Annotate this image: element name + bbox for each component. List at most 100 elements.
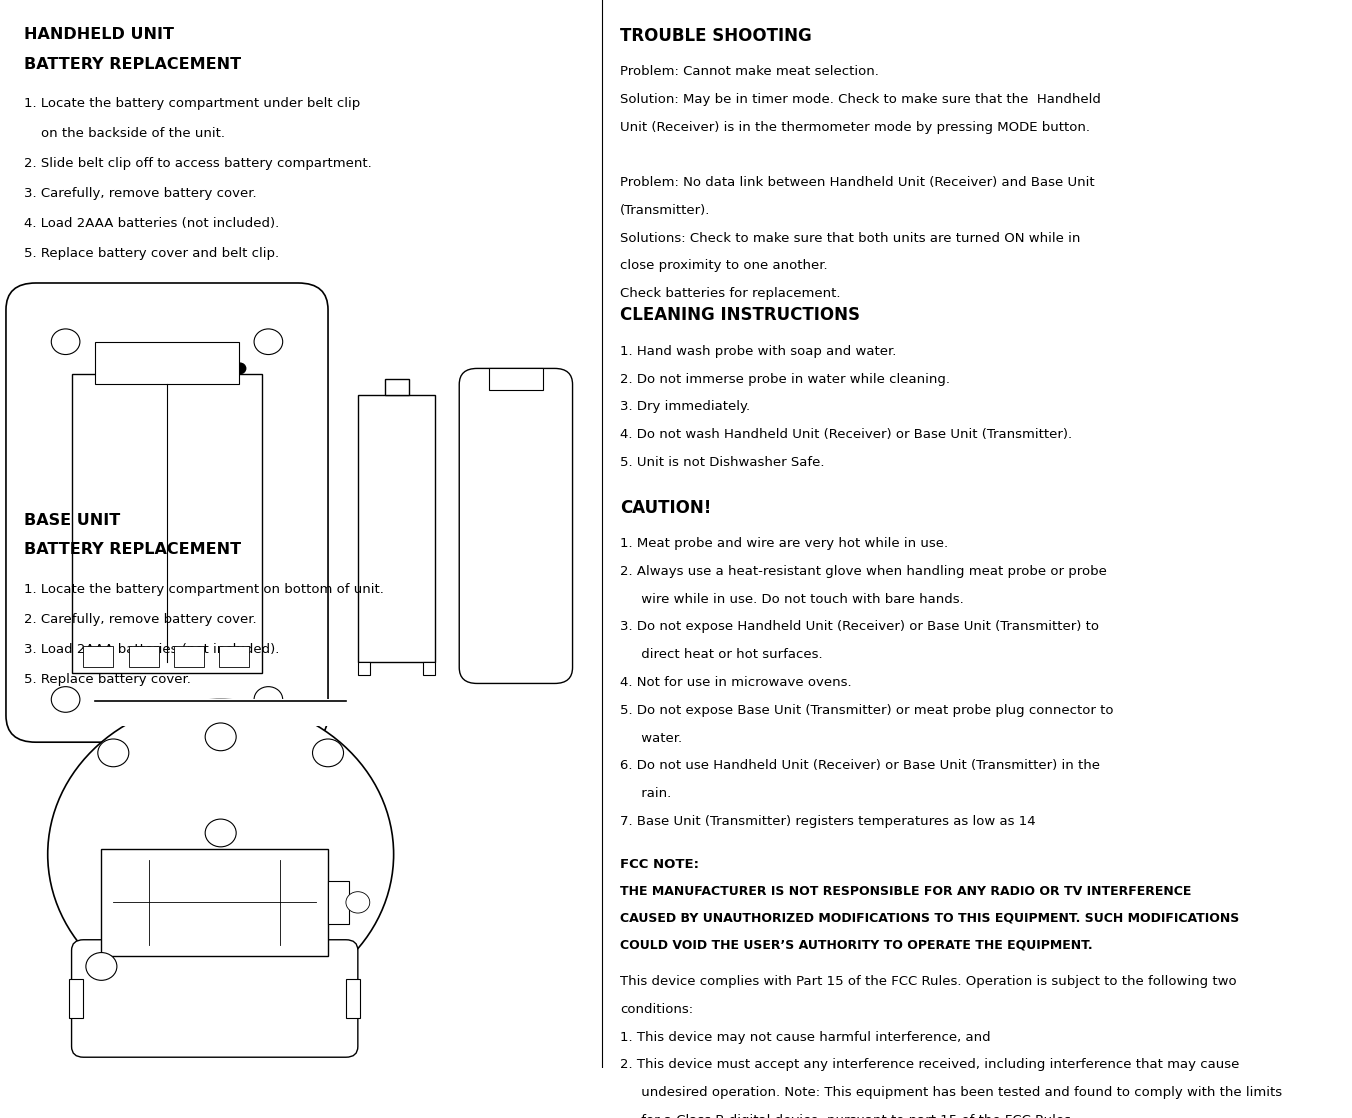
FancyBboxPatch shape xyxy=(8,375,42,409)
Bar xyxy=(128,646,158,667)
Circle shape xyxy=(51,686,80,712)
Bar xyxy=(174,646,204,667)
FancyBboxPatch shape xyxy=(8,529,42,562)
Bar xyxy=(72,373,262,673)
Circle shape xyxy=(254,329,283,354)
Text: wire while in use. Do not touch with bare hands.: wire while in use. Do not touch with bar… xyxy=(621,593,964,606)
Text: Problem: Cannot make meat selection.: Problem: Cannot make meat selection. xyxy=(621,65,879,78)
Text: 1. Locate the battery compartment under belt clip: 1. Locate the battery compartment under … xyxy=(24,97,360,111)
Text: Unit (Receiver) is in the thermometer mode by pressing MODE button.: Unit (Receiver) is in the thermometer mo… xyxy=(621,121,1090,134)
Circle shape xyxy=(254,686,283,712)
Text: HANDHELD UNIT: HANDHELD UNIT xyxy=(24,27,174,41)
Text: 2. This device must accept any interference received, including interference tha: 2. This device must accept any interfere… xyxy=(621,1059,1240,1071)
Text: COULD VOID THE USER’S AUTHORITY TO OPERATE THE EQUIPMENT.: COULD VOID THE USER’S AUTHORITY TO OPERA… xyxy=(621,938,1092,951)
Circle shape xyxy=(47,700,393,1010)
FancyBboxPatch shape xyxy=(292,337,326,370)
Bar xyxy=(346,979,360,1017)
Bar xyxy=(96,700,346,727)
Text: water.: water. xyxy=(621,731,683,745)
Text: TROUBLE SHOOTING: TROUBLE SHOOTING xyxy=(621,27,813,45)
FancyBboxPatch shape xyxy=(8,567,42,601)
FancyBboxPatch shape xyxy=(8,452,42,486)
FancyBboxPatch shape xyxy=(5,283,329,742)
Text: 5. Replace battery cover.: 5. Replace battery cover. xyxy=(24,673,191,685)
Text: 5. Unit is not Dishwasher Safe.: 5. Unit is not Dishwasher Safe. xyxy=(621,456,825,468)
Bar xyxy=(489,369,544,390)
Text: rain.: rain. xyxy=(621,787,672,800)
Circle shape xyxy=(97,739,128,767)
Text: CAUTION!: CAUTION! xyxy=(621,499,711,517)
FancyBboxPatch shape xyxy=(292,529,326,562)
FancyBboxPatch shape xyxy=(292,567,326,601)
Text: 1. This device may not cause harmful interference, and: 1. This device may not cause harmful int… xyxy=(621,1031,991,1043)
Text: close proximity to one another.: close proximity to one another. xyxy=(621,259,827,273)
Circle shape xyxy=(312,739,343,767)
Text: 1. Locate the battery compartment on bottom of unit.: 1. Locate the battery compartment on bot… xyxy=(24,584,384,596)
FancyBboxPatch shape xyxy=(292,375,326,409)
Circle shape xyxy=(191,363,203,373)
Bar xyxy=(84,646,114,667)
FancyBboxPatch shape xyxy=(292,452,326,486)
Text: Problem: No data link between Handheld Unit (Receiver) and Base Unit: Problem: No data link between Handheld U… xyxy=(621,177,1095,189)
Text: (Transmitter).: (Transmitter). xyxy=(621,203,711,217)
Text: 2. Do not immerse probe in water while cleaning.: 2. Do not immerse probe in water while c… xyxy=(621,372,950,386)
Text: undesired operation. Note: This equipment has been tested and found to comply wi: undesired operation. Note: This equipmen… xyxy=(621,1087,1283,1099)
Text: 4. Not for use in microwave ovens.: 4. Not for use in microwave ovens. xyxy=(621,676,852,689)
Bar xyxy=(385,379,408,395)
Text: Solutions: Check to make sure that both units are turned ON while in: Solutions: Check to make sure that both … xyxy=(621,231,1080,245)
FancyBboxPatch shape xyxy=(292,606,326,639)
Bar xyxy=(69,979,84,1017)
Text: CAUSED BY UNAUTHORIZED MODIFICATIONS TO THIS EQUIPMENT. SUCH MODIFICATIONS: CAUSED BY UNAUTHORIZED MODIFICATIONS TO … xyxy=(621,911,1240,925)
Circle shape xyxy=(51,329,80,354)
Text: Solution: May be in timer mode. Check to make sure that the  Handheld: Solution: May be in timer mode. Check to… xyxy=(621,93,1101,106)
FancyBboxPatch shape xyxy=(460,369,572,683)
Text: direct heat or hot surfaces.: direct heat or hot surfaces. xyxy=(621,648,823,661)
FancyBboxPatch shape xyxy=(8,414,42,447)
Text: 2. Carefully, remove battery cover.: 2. Carefully, remove battery cover. xyxy=(24,613,257,626)
Bar xyxy=(219,646,249,667)
Text: This device complies with Part 15 of the FCC Rules. Operation is subject to the : This device complies with Part 15 of the… xyxy=(621,975,1237,988)
Circle shape xyxy=(234,363,246,373)
Circle shape xyxy=(212,363,224,373)
Bar xyxy=(358,662,370,675)
Text: BASE UNIT: BASE UNIT xyxy=(24,512,120,528)
Text: THE MANUFACTURER IS NOT RESPONSIBLE FOR ANY RADIO OR TV INTERFERENCE: THE MANUFACTURER IS NOT RESPONSIBLE FOR … xyxy=(621,885,1191,898)
Text: conditions:: conditions: xyxy=(621,1003,694,1016)
Circle shape xyxy=(87,953,116,980)
Text: 2. Always use a heat-resistant glove when handling meat probe or probe: 2. Always use a heat-resistant glove whe… xyxy=(621,565,1107,578)
Text: 3. Carefully, remove battery cover.: 3. Carefully, remove battery cover. xyxy=(24,187,257,200)
Bar xyxy=(101,849,329,956)
Text: Check batteries for replacement.: Check batteries for replacement. xyxy=(621,287,841,301)
Circle shape xyxy=(346,892,370,913)
FancyBboxPatch shape xyxy=(8,490,42,524)
Text: CLEANING INSTRUCTIONS: CLEANING INSTRUCTIONS xyxy=(621,306,860,324)
Text: 4. Do not wash Handheld Unit (Receiver) or Base Unit (Transmitter).: 4. Do not wash Handheld Unit (Receiver) … xyxy=(621,428,1072,442)
Text: 3. Dry immediately.: 3. Dry immediately. xyxy=(621,400,750,414)
Text: 3. Do not expose Handheld Unit (Receiver) or Base Unit (Transmitter) to: 3. Do not expose Handheld Unit (Receiver… xyxy=(621,620,1099,634)
FancyBboxPatch shape xyxy=(72,940,358,1058)
Bar xyxy=(329,881,350,923)
FancyBboxPatch shape xyxy=(292,644,326,679)
Text: FCC NOTE:: FCC NOTE: xyxy=(621,858,699,871)
FancyBboxPatch shape xyxy=(292,414,326,447)
Text: for a Class B digital device, pursuant to part 15 of the FCC Rules.: for a Class B digital device, pursuant t… xyxy=(621,1114,1075,1118)
Text: 7. Base Unit (Transmitter) registers temperatures as low as 14: 7. Base Unit (Transmitter) registers tem… xyxy=(621,815,1036,827)
FancyBboxPatch shape xyxy=(292,490,326,524)
Text: 4. Load 2AAA batteries (not included).: 4. Load 2AAA batteries (not included). xyxy=(24,217,279,230)
Text: 3. Load 2AAA batteries (not included).: 3. Load 2AAA batteries (not included). xyxy=(24,643,280,656)
Text: 1. Hand wash probe with soap and water.: 1. Hand wash probe with soap and water. xyxy=(621,345,896,358)
Text: 5. Replace battery cover and belt clip.: 5. Replace battery cover and belt clip. xyxy=(24,247,279,259)
Text: 2. Slide belt clip off to access battery compartment.: 2. Slide belt clip off to access battery… xyxy=(24,157,372,170)
Text: 6. Do not use Handheld Unit (Receiver) or Base Unit (Transmitter) in the: 6. Do not use Handheld Unit (Receiver) o… xyxy=(621,759,1101,773)
FancyBboxPatch shape xyxy=(8,644,42,679)
Text: on the backside of the unit.: on the backside of the unit. xyxy=(24,127,224,140)
Circle shape xyxy=(206,819,237,846)
Bar xyxy=(96,342,238,385)
Circle shape xyxy=(206,723,237,750)
FancyBboxPatch shape xyxy=(8,337,42,370)
Bar xyxy=(358,395,435,662)
FancyBboxPatch shape xyxy=(8,606,42,639)
Text: BATTERY REPLACEMENT: BATTERY REPLACEMENT xyxy=(24,542,241,558)
Text: 1. Meat probe and wire are very hot while in use.: 1. Meat probe and wire are very hot whil… xyxy=(621,537,948,550)
Bar xyxy=(423,662,435,675)
